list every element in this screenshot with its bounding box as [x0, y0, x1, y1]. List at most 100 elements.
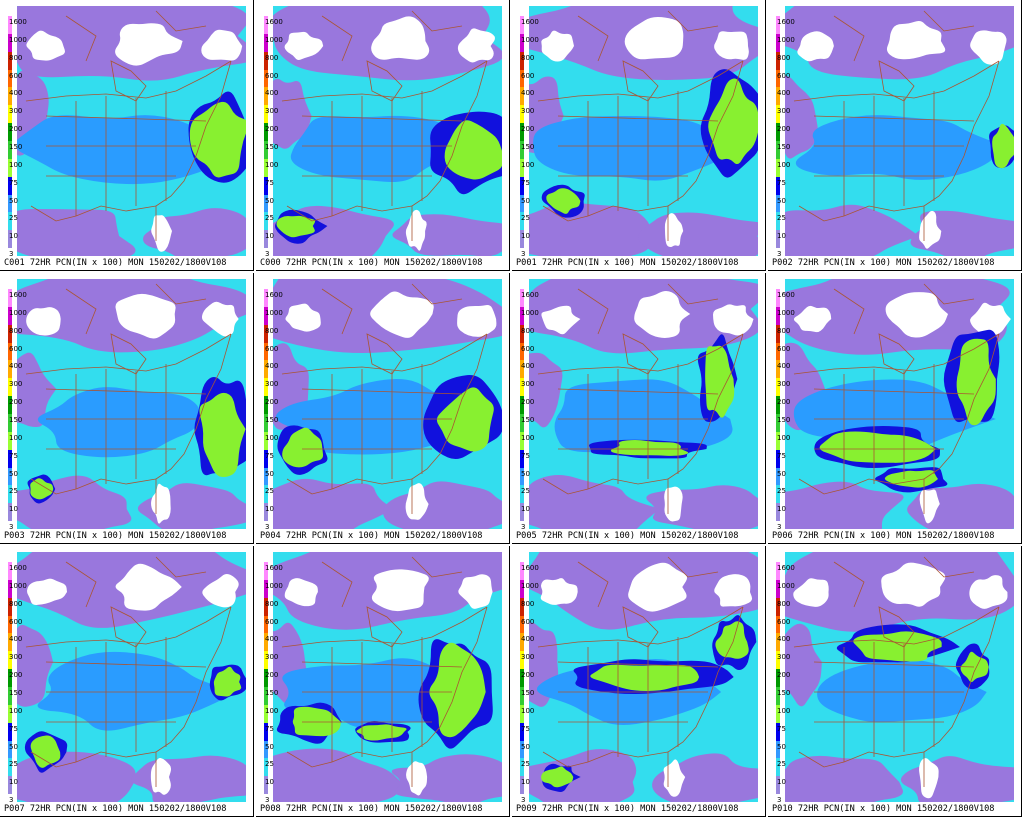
east-coast-outline: [923, 333, 1000, 514]
no-precip-area: [919, 489, 940, 524]
scale-label: 400: [9, 635, 23, 644]
color-scale: 1600 1000 800 600 400 300 200 150 100 75 50 25 10 3: [6, 6, 27, 256]
state-boundaries: [557, 637, 719, 762]
scale-swatch: [8, 33, 12, 52]
light-precip-area: [646, 485, 758, 529]
scale-label: 3: [265, 796, 270, 802]
scale-label: 1600: [521, 564, 539, 572]
panel-caption: P007 72HR PCN(IN x 100) MON 150202/1800V…: [4, 804, 227, 814]
scale-label: 75: [265, 724, 274, 733]
state-boundaries: [813, 637, 975, 762]
very-heavy-precip-area: [546, 188, 581, 214]
scale-swatch: [776, 248, 780, 256]
scale-label: 50: [777, 469, 786, 478]
gulf-coast-outline: [798, 205, 925, 222]
scale-swatch: [8, 123, 12, 141]
scale-label: 800: [265, 326, 279, 335]
scale-swatch: [264, 651, 268, 670]
no-precip-area: [714, 31, 749, 60]
scale-swatch: [520, 105, 524, 124]
east-coast-outline: [411, 333, 488, 514]
scale-label: 1600: [521, 18, 539, 26]
scale-swatch: [776, 342, 780, 361]
scale-swatch: [776, 414, 780, 432]
scale-label: 10: [265, 232, 274, 241]
great-lakes-outline: [366, 60, 403, 102]
scale-label: 10: [521, 778, 530, 787]
great-lakes-outline: [622, 60, 659, 102]
scale-swatch: [520, 360, 524, 379]
scale-label: 300: [521, 107, 535, 116]
color-scale: 1600 1000 800 600 400 300 200 150 100 75 50 25 10 3: [518, 552, 539, 802]
scale-label: 100: [9, 433, 23, 442]
scale-label: 200: [9, 398, 23, 407]
scale-swatch: [264, 562, 268, 580]
panel-caption: P010 72HR PCN(IN x 100) MON 150202/1800V…: [772, 804, 995, 814]
scale-swatch: [776, 449, 780, 468]
panel-caption: P003 72HR PCN(IN x 100) MON 150202/1800V…: [4, 531, 227, 541]
panel-caption: P009 72HR PCN(IN x 100) MON 150202/1800V…: [516, 804, 739, 814]
very-heavy-precip-area: [590, 664, 700, 692]
east-coast-outline: [923, 606, 1000, 787]
scale-label: 600: [777, 617, 791, 626]
scale-label: 3: [521, 523, 526, 529]
scale-swatch: [776, 289, 780, 307]
scale-swatch: [520, 431, 524, 450]
scale-swatch: [264, 306, 268, 325]
scale-swatch: [520, 597, 524, 616]
scale-swatch: [8, 378, 12, 397]
scale-label: 10: [265, 505, 274, 514]
scale-label: 200: [265, 671, 279, 680]
scale-label: 150: [9, 143, 23, 151]
ensemble-panel-p002: 1600 1000 800 600 400 300 200 150 100 75 50 25 10 3 P0…: [768, 0, 1022, 271]
no-precip-area: [457, 305, 497, 337]
scale-label: 1000: [265, 308, 283, 317]
scale-swatch: [264, 740, 268, 759]
scale-swatch: [776, 467, 780, 486]
scale-label: 3: [265, 523, 270, 529]
no-precip-area: [634, 290, 691, 338]
scale-label: 10: [521, 232, 530, 241]
scale-swatch: [520, 503, 524, 522]
very-heavy-precip-area: [30, 735, 61, 768]
scale-label: 1600: [777, 18, 795, 26]
panel-caption: P005 72HR PCN(IN x 100) MON 150202/1800V…: [516, 531, 739, 541]
scale-swatch: [264, 16, 268, 34]
light-precip-area: [262, 748, 401, 802]
panel-caption: P001 72HR PCN(IN x 100) MON 150202/1800V…: [516, 258, 739, 268]
scale-label: 100: [521, 160, 535, 169]
very-heavy-precip-area: [30, 478, 54, 500]
east-coast-outline: [155, 333, 232, 514]
scale-swatch: [8, 651, 12, 670]
great-lakes-outline: [366, 606, 403, 648]
no-precip-area: [458, 574, 493, 609]
scale-label: 25: [777, 487, 786, 496]
scale-swatch: [264, 87, 268, 106]
scale-swatch: [8, 449, 12, 468]
canada-outline: [833, 556, 975, 608]
light-precip-area: [910, 210, 1014, 256]
scale-label: 300: [265, 653, 279, 662]
scale-label: 75: [777, 178, 786, 187]
scale-swatch: [520, 396, 524, 414]
scale-swatch: [520, 158, 524, 177]
east-coast-outline: [667, 60, 744, 241]
scale-label: 800: [521, 599, 535, 608]
scale-label: 150: [265, 416, 279, 424]
state-boundaries: [301, 91, 463, 216]
scale-swatch: [8, 579, 12, 598]
scale-swatch: [264, 51, 268, 70]
scale-swatch: [776, 633, 780, 652]
color-scale: 1600 1000 800 600 400 300 200 150 100 75 50 25 10 3: [518, 6, 539, 256]
scale-label: 10: [9, 232, 18, 241]
color-scale: 1600 1000 800 600 400 300 200 150 100 75 50 25 10 3: [774, 6, 795, 256]
scale-swatch: [520, 324, 524, 343]
scale-label: 3: [521, 796, 526, 802]
scale-label: 1600: [265, 564, 283, 572]
color-scale: 1600 1000 800 600 400 300 200 150 100 75 50 25 10 3: [774, 279, 795, 529]
scale-swatch: [776, 431, 780, 450]
no-precip-area: [406, 761, 428, 796]
scale-label: 100: [777, 706, 791, 715]
canada-outline: [321, 556, 463, 608]
us-canada-border: [537, 606, 744, 648]
